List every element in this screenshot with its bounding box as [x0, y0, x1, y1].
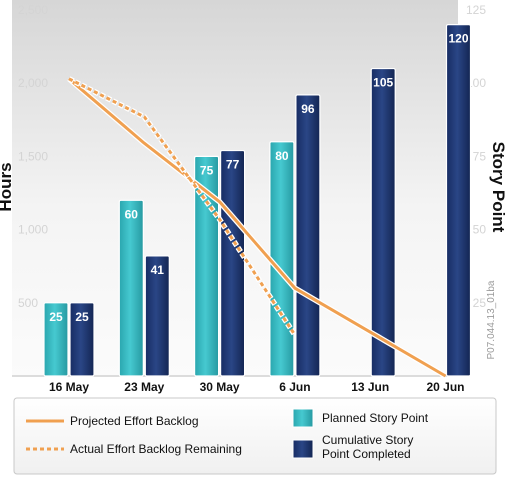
x-tick-label: 30 May — [200, 380, 240, 394]
cumulative-story-point-bar — [144, 255, 170, 377]
planned-story-point-value-label: 25 — [49, 310, 63, 324]
cumulative-story-point-bar — [295, 94, 321, 377]
planned-story-point-value-label: 80 — [275, 149, 289, 163]
planned-story-point-value-label: 75 — [200, 163, 214, 177]
left-tick-label: 1,000 — [18, 223, 48, 237]
planned-story-point-bar — [43, 302, 69, 377]
cumulative-story-point-value-label: 120 — [448, 32, 468, 46]
planned-story-point-bar — [269, 141, 295, 377]
bars: 25 25 60 41 75 77 80 96 105 120 — [43, 24, 472, 377]
left-tick-label: 1,500 — [18, 149, 48, 163]
legend-planned-swatch — [292, 408, 314, 428]
planned-story-point-bar — [118, 199, 144, 377]
x-tick-label: 6 Jun — [279, 380, 310, 394]
cumulative-story-point-bar — [69, 302, 95, 377]
x-tick-label: 16 May — [49, 380, 89, 394]
right-tick-label: 25 — [473, 296, 487, 310]
legend-box — [13, 397, 497, 475]
cumulative-story-point-bar — [220, 149, 246, 377]
projected-effort-backlog-line — [68, 77, 447, 378]
category-labels: 16 May 23 May 30 May 6 Jun 13 Jun 20 Jun — [49, 380, 465, 394]
left-tick-label: 500 — [18, 296, 38, 310]
y-axis-title-left: Hours — [0, 162, 15, 211]
right-tick-label: 50 — [473, 223, 487, 237]
legend: Projected Effort Backlog Actual Effort Ba… — [26, 408, 429, 461]
legend-cumulative-swatch — [292, 439, 314, 459]
x-tick-label: 23 May — [124, 380, 164, 394]
actual-effort-backlog-line — [68, 77, 297, 336]
cumulative-story-point-bar — [445, 24, 472, 377]
cumulative-story-point-value-label: 96 — [301, 102, 315, 116]
side-code: P07.044.13_01ba — [486, 280, 497, 359]
right-tick-label: 75 — [473, 149, 487, 163]
right-tick-label: 125 — [466, 3, 486, 17]
x-tick-label: 20 Jun — [426, 380, 464, 394]
legend-label: Actual Effort Backlog Remaining — [70, 442, 242, 456]
legend-label: Projected Effort Backlog — [70, 414, 199, 428]
cumulative-story-point-value-label: 41 — [151, 263, 165, 277]
left-axis-ticks: 500 1,000 1,500 2,000 2,500 — [18, 3, 48, 310]
cumulative-story-point-value-label: 77 — [226, 158, 240, 172]
backlog-lines — [67, 76, 447, 379]
x-tick-label: 13 Jun — [351, 380, 389, 394]
legend-label: Cumulative Story Point Completed — [322, 433, 413, 461]
left-tick-label: 2,500 — [18, 3, 48, 17]
y-axis-title-right: Story Point — [489, 142, 508, 233]
cumulative-story-point-bar — [370, 67, 396, 377]
legend-label: Planned Story Point — [322, 411, 429, 425]
cumulative-story-point-value-label: 105 — [373, 76, 393, 90]
planned-story-point-value-label: 60 — [125, 207, 139, 221]
cumulative-story-point-value-label: 25 — [75, 310, 89, 324]
left-tick-label: 2,000 — [18, 76, 48, 90]
